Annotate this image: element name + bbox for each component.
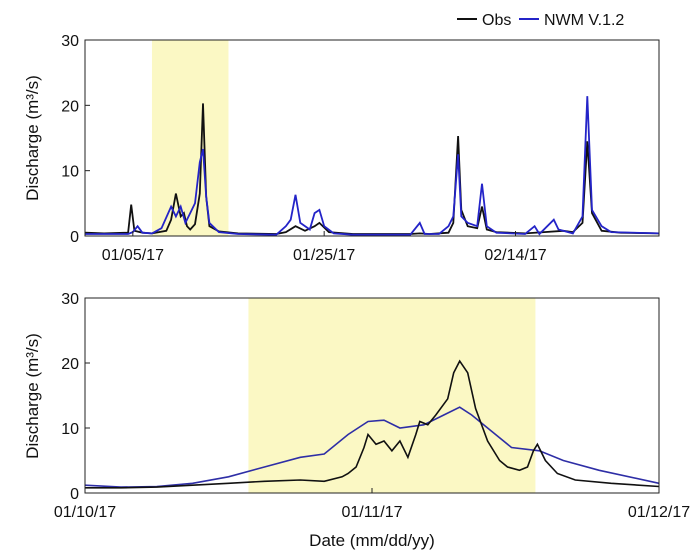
bottom-y-axis-label: Discharge (m³/s) <box>23 333 42 459</box>
x-tick-label: 01/11/17 <box>341 504 402 521</box>
top-x-ticks: 01/05/17 01/25/17 02/14/17 <box>102 231 547 264</box>
top-plot-frame <box>84 39 660 237</box>
y-tick-label: 30 <box>61 291 79 308</box>
legend-nwm-label: NWM V.1.2 <box>544 12 624 29</box>
x-tick-label: 01/10/17 <box>54 504 116 521</box>
y-tick-label: 30 <box>61 33 79 50</box>
x-tick-label: 01/12/17 <box>628 504 690 521</box>
top-nwm-line <box>85 96 660 236</box>
x-tick-label: 01/25/17 <box>293 247 355 264</box>
x-tick-label: 01/05/17 <box>102 247 164 264</box>
top-chart: 0 10 20 30 01/05/17 01/25/17 02/14/17 Dischar… <box>23 33 660 264</box>
y-tick-label: 0 <box>70 486 79 503</box>
legend: Obs NWM V.1.2 <box>457 12 624 29</box>
bottom-obs-line <box>85 359 660 489</box>
top-series-nwm <box>85 96 660 236</box>
y-tick-label: 10 <box>61 164 79 181</box>
bottom-highlight-band <box>248 298 536 493</box>
bottom-x-axis-label: Date (mm/dd/yy) <box>309 531 435 550</box>
top-highlight-band <box>151 40 229 236</box>
bottom-x-ticks: 01/10/17 01/11/17 01/12/17 <box>54 488 690 521</box>
y-tick-label: 0 <box>70 229 79 246</box>
y-tick-label: 20 <box>61 356 79 373</box>
bottom-y-ticks: 0 10 20 30 <box>61 291 90 503</box>
y-tick-label: 20 <box>61 98 79 115</box>
bottom-nwm-line <box>84 406 660 488</box>
legend-obs-label: Obs <box>482 12 511 29</box>
bottom-chart: 0 10 20 30 01/10/17 01/11/17 01/12/17 Dischar… <box>23 291 690 550</box>
bottom-series-nwm <box>84 406 660 488</box>
y-tick-label: 10 <box>61 421 79 438</box>
top-y-axis-label: Discharge (m³/s) <box>23 75 42 201</box>
top-y-ticks: 0 10 20 30 <box>61 33 90 246</box>
bottom-series-obs <box>85 359 660 489</box>
x-tick-label: 02/14/17 <box>484 247 546 264</box>
